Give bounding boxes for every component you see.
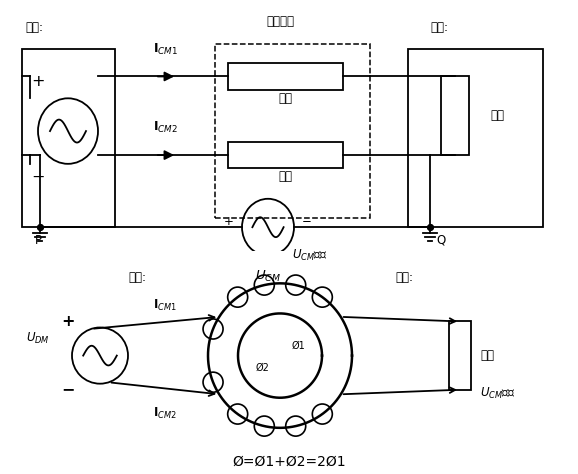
Text: 阻抗: 阻抗 [490, 109, 504, 122]
Text: $U_{CM}$: $U_{CM}$ [255, 269, 281, 284]
Text: $U_{CM}$负载: $U_{CM}$负载 [480, 386, 516, 401]
Text: Ø1: Ø1 [291, 340, 305, 351]
Text: $\mathbf{I}_{CM2}$: $\mathbf{I}_{CM2}$ [153, 406, 177, 421]
Bar [228, 64, 343, 90]
Bar [215, 44, 370, 219]
Text: 负载: 负载 [480, 349, 494, 362]
Text: 共模滤波: 共模滤波 [266, 15, 294, 28]
Text: +: + [61, 314, 75, 329]
Bar [408, 49, 543, 227]
Text: −: − [31, 169, 45, 184]
Bar [228, 142, 343, 168]
Text: $U_{DM}$: $U_{DM}$ [26, 331, 50, 346]
Text: 阻抗: 阻抗 [279, 92, 292, 105]
Bar [441, 76, 469, 155]
Text: Ø2: Ø2 [255, 363, 269, 373]
Text: −: − [302, 215, 312, 228]
Text: 电源:: 电源: [25, 21, 43, 34]
Text: 设备:: 设备: [395, 271, 413, 284]
Bar [449, 321, 471, 390]
Text: +: + [31, 74, 45, 90]
Text: $\mathbf{I}_{CM1}$: $\mathbf{I}_{CM1}$ [153, 42, 179, 57]
Text: Ø=Ø1+Ø2=2Ø1: Ø=Ø1+Ø2=2Ø1 [232, 455, 346, 469]
Text: +: + [224, 215, 234, 228]
Bar [22, 49, 115, 227]
Text: P: P [35, 234, 42, 247]
Text: −: − [61, 382, 75, 397]
Text: $\mathbf{I}_{CM1}$: $\mathbf{I}_{CM1}$ [153, 298, 177, 313]
Text: Q: Q [436, 234, 445, 247]
Text: $\mathbf{I}_{CM2}$: $\mathbf{I}_{CM2}$ [154, 120, 179, 136]
Text: 阻抗: 阻抗 [279, 171, 292, 183]
Text: 电源:: 电源: [128, 271, 146, 284]
Text: 设备:: 设备: [430, 21, 448, 34]
Text: $U_{CM}$线圈: $U_{CM}$线圈 [292, 248, 328, 263]
